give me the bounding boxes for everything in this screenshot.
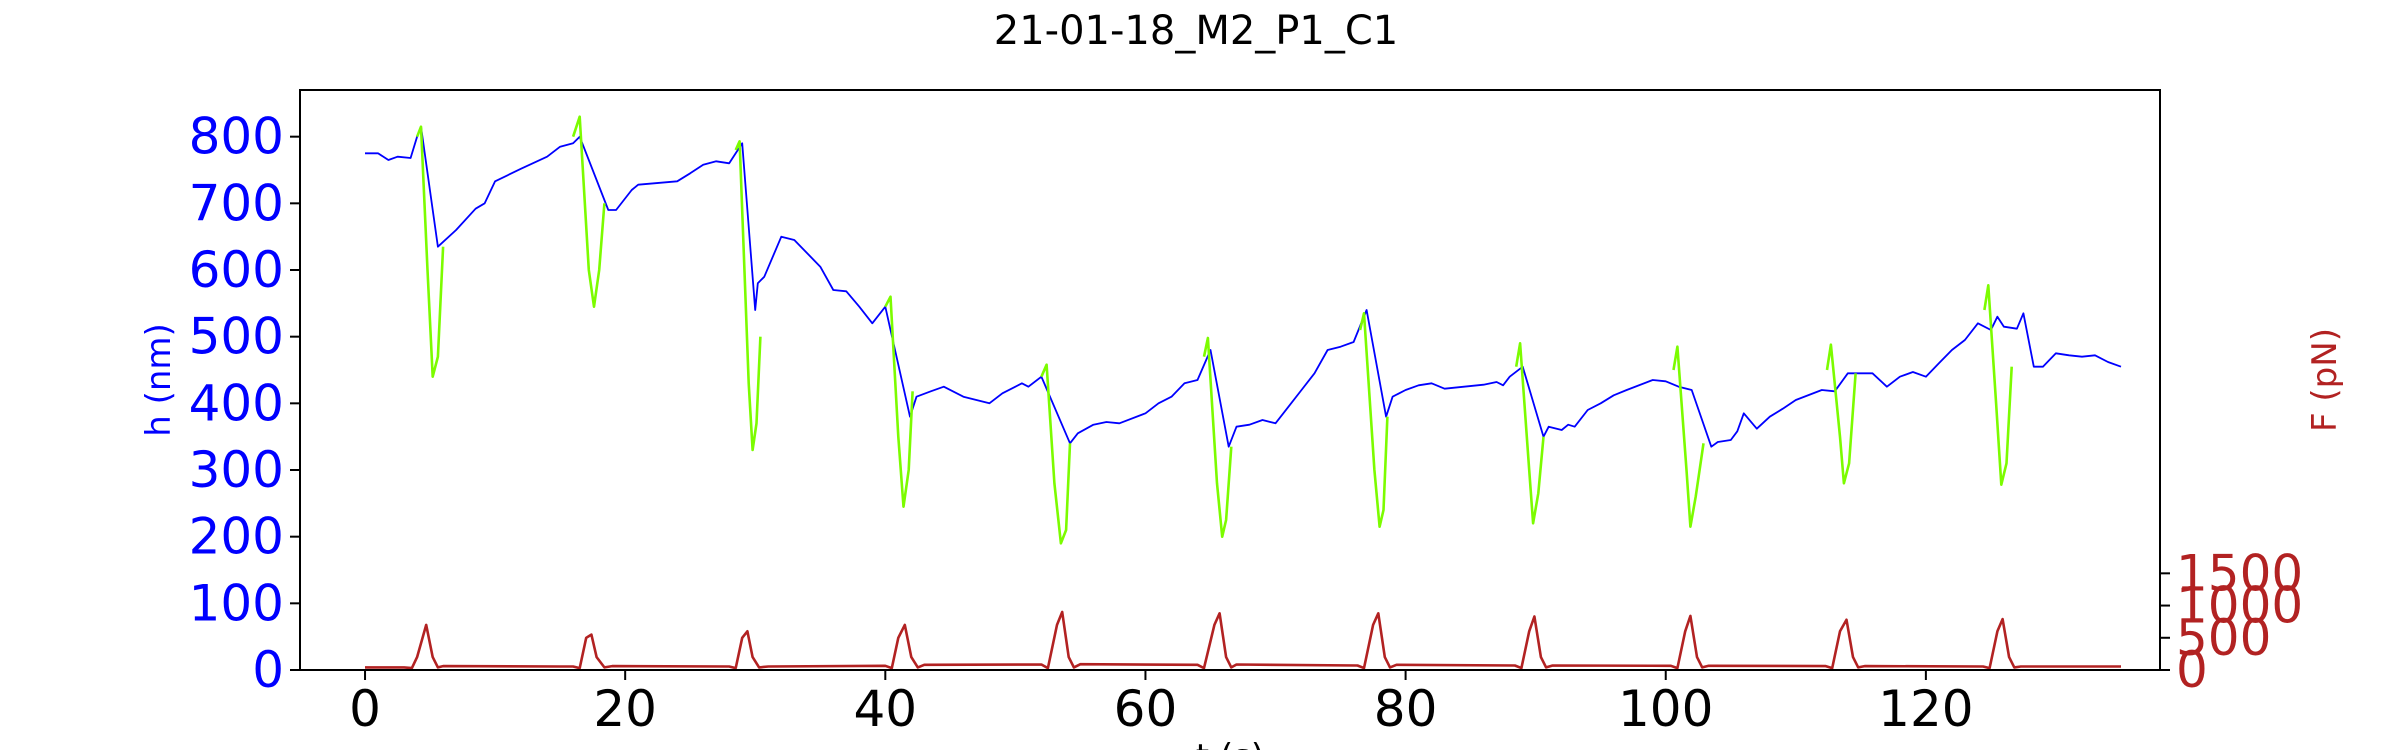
h-press-segment	[884, 295, 914, 509]
h-tick-label: 500	[189, 308, 284, 366]
h-tick-label: 100	[189, 574, 284, 632]
force-series-line	[365, 610, 2121, 670]
x-axis-label: t (s)	[1196, 737, 1264, 750]
h-press-segment	[1358, 311, 1389, 529]
h-press-segment	[734, 140, 762, 452]
f-tick-label: 1000	[2176, 577, 2303, 635]
h-axis-label: h (nm)	[139, 323, 179, 437]
h-tick-label: 200	[189, 508, 284, 566]
f-tick-label: 0	[2176, 641, 2208, 699]
x-tick-label: 120	[1878, 680, 1973, 738]
h-press-segment	[1825, 343, 1857, 485]
h-press-segment	[1202, 336, 1233, 539]
h-tick-label: 0	[252, 641, 284, 699]
x-tick-label: 100	[1618, 680, 1713, 738]
h-press-segment	[1672, 345, 1705, 529]
h-tick-label: 400	[189, 374, 284, 432]
h-axis-ticks: 0 100 200 300 400 500 600 700 800	[189, 108, 300, 699]
h-press-segment	[1983, 283, 2013, 487]
x-tick-label: 80	[1374, 680, 1438, 738]
chart-title: 21-01-18_M2_P1_C1	[994, 8, 1398, 54]
f-tick-label: 1500	[2176, 544, 2303, 602]
h-press-segment	[1514, 341, 1545, 525]
h-series-line	[365, 125, 2122, 448]
h-press-segment	[415, 125, 445, 379]
h-tick-label: 300	[189, 441, 284, 499]
series-layer	[365, 115, 2122, 670]
plot-frame	[299, 89, 2161, 671]
h-tick-label: 800	[189, 108, 284, 166]
h-press-segment	[571, 115, 606, 309]
h-tick-label: 600	[189, 241, 284, 299]
x-tick-label: 0	[349, 680, 381, 738]
f-tick-label: 500	[2176, 609, 2271, 667]
x-axis-ticks: 0 20 40 60 80 100 120	[349, 670, 1974, 738]
x-tick-label: 20	[593, 680, 657, 738]
f-axis-label: F (pN)	[2305, 328, 2345, 432]
x-tick-label: 60	[1114, 680, 1178, 738]
h-press-segment	[1040, 363, 1072, 545]
x-tick-label: 40	[854, 680, 918, 738]
h-tick-label: 700	[189, 174, 284, 232]
